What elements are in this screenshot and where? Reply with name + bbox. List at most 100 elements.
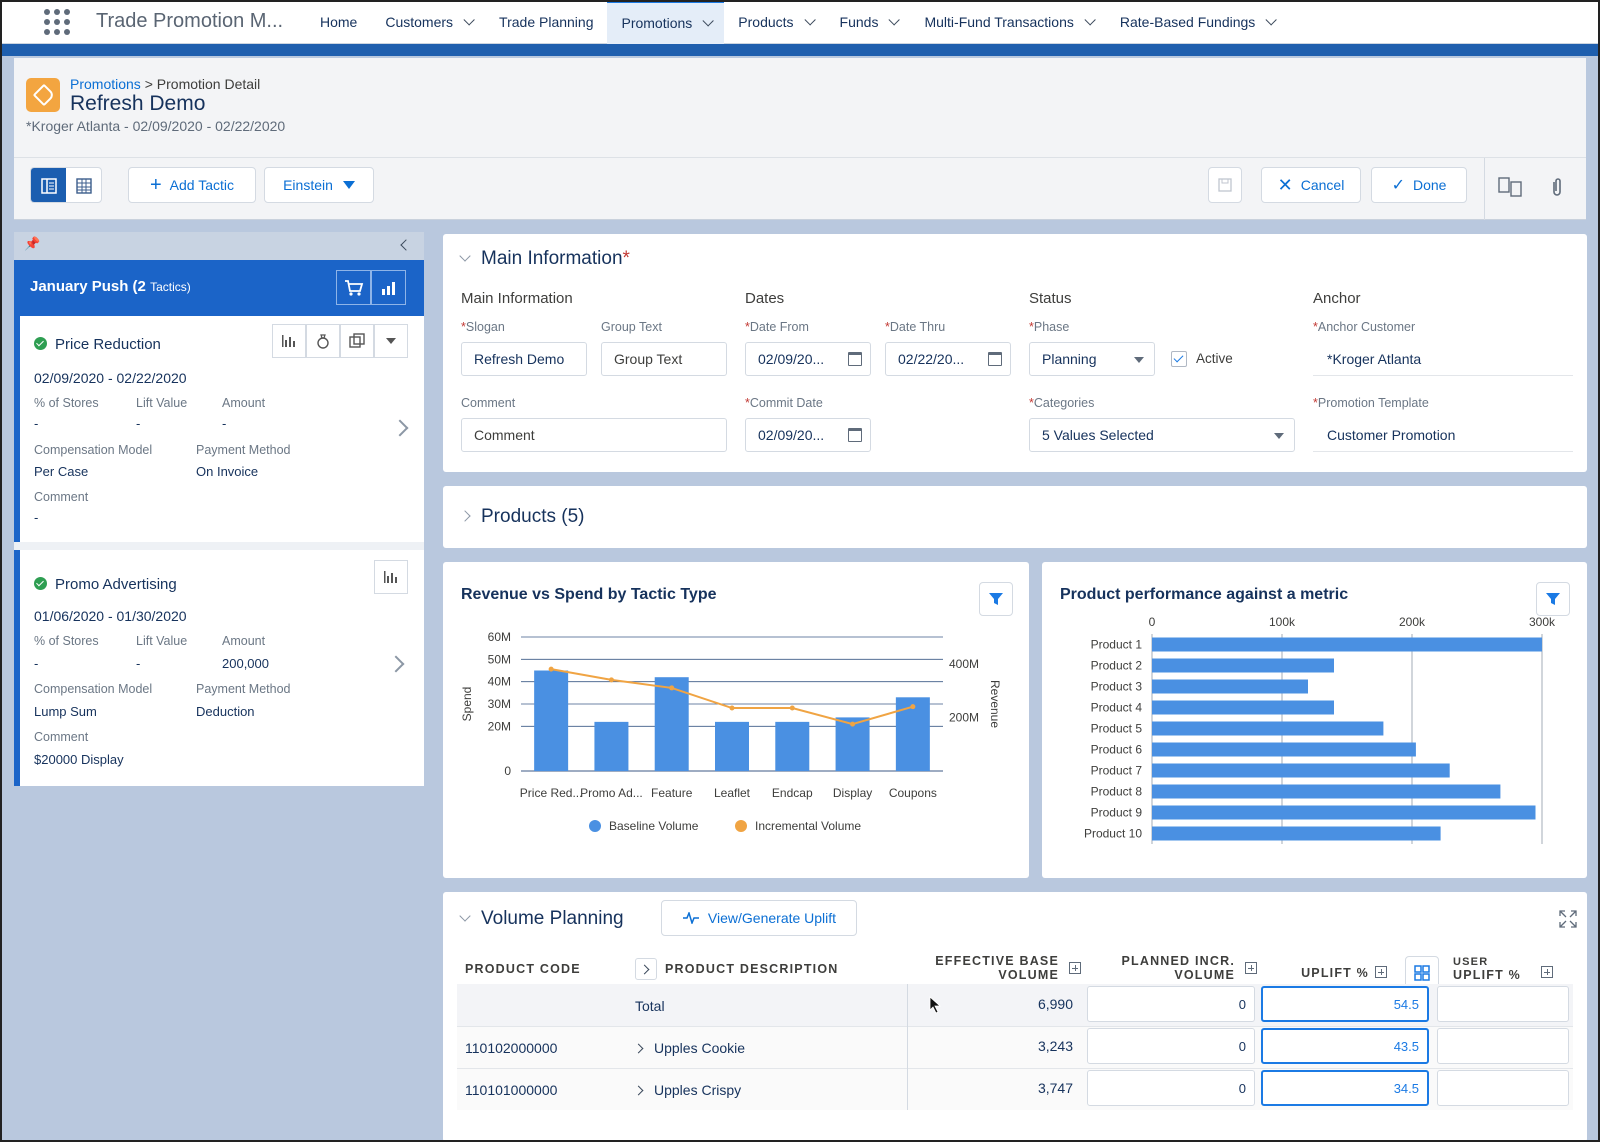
chevron-down-icon[interactable] xyxy=(1084,13,1096,26)
pin-icon[interactable]: 📌 xyxy=(24,236,41,251)
plus-box-icon[interactable] xyxy=(1375,966,1387,978)
active-checkbox[interactable] xyxy=(1171,351,1187,367)
x-tick-label: 300k xyxy=(1529,615,1556,629)
col-product-code[interactable]: PRODUCT CODE xyxy=(465,962,581,976)
chevron-right-icon[interactable] xyxy=(633,1085,644,1096)
chevron-down-icon[interactable] xyxy=(888,13,901,26)
nav-trade-planning[interactable]: Trade Planning xyxy=(499,13,594,30)
dropdown-icon[interactable] xyxy=(374,324,408,358)
row-description[interactable]: Upples Cookie xyxy=(633,1040,745,1056)
expand-icon[interactable] xyxy=(1559,910,1577,931)
slogan-input[interactable]: Refresh Demo xyxy=(461,342,587,376)
date-from-input[interactable]: 02/09/20... xyxy=(745,342,871,376)
nav-rate-based[interactable]: Rate-Based Fundings xyxy=(1106,0,1287,44)
chevron-down-icon[interactable] xyxy=(1265,13,1278,26)
row-user-uplift-input[interactable] xyxy=(1437,1028,1569,1064)
add-tactic-button[interactable]: + Add Tactic xyxy=(128,167,256,203)
save-button[interactable] xyxy=(1208,167,1242,203)
col-product-description[interactable]: PRODUCT DESCRIPTION xyxy=(665,962,839,976)
app-launcher-icon[interactable] xyxy=(42,7,72,37)
date-thru-input[interactable]: 02/22/20... xyxy=(885,342,1011,376)
row-incr-volume-input[interactable]: 0 xyxy=(1087,1028,1255,1064)
x-tick-label: Coupons xyxy=(889,786,937,800)
filter-icon[interactable] xyxy=(1536,582,1570,616)
col-user-uplift[interactable]: USER UPLIFT % xyxy=(1453,956,1521,982)
money-bag-icon[interactable] xyxy=(306,324,340,358)
y2-axis-label: Revenue xyxy=(988,680,1002,728)
plus-icon: + xyxy=(149,173,162,196)
chevron-down-icon[interactable] xyxy=(463,13,475,26)
plus-box-icon[interactable] xyxy=(1069,962,1081,974)
done-button[interactable]: ✓ Done xyxy=(1371,167,1467,203)
einstein-button[interactable]: Einstein xyxy=(264,167,374,203)
plus-box-icon[interactable] xyxy=(1245,962,1257,974)
group-main: Main Information xyxy=(461,290,573,307)
chevron-down-icon[interactable] xyxy=(702,15,715,27)
cancel-button[interactable]: ✕ Cancel xyxy=(1261,167,1361,203)
chevron-down-icon[interactable] xyxy=(804,13,816,26)
expand-all-button[interactable] xyxy=(635,958,657,980)
list-view-icon[interactable] xyxy=(31,168,66,202)
calendar-icon[interactable] xyxy=(848,352,862,366)
calendar-icon[interactable] xyxy=(848,428,862,442)
tactic-chart-icon[interactable] xyxy=(272,324,306,358)
nav-products[interactable]: Products xyxy=(724,0,825,44)
bar xyxy=(1152,721,1384,736)
products-toggle[interactable]: Products (5) xyxy=(459,506,584,528)
row-user-uplift-input[interactable] xyxy=(1437,1070,1569,1106)
view-generate-uplift-button[interactable]: View/Generate Uplift xyxy=(661,900,857,936)
legend-label: Baseline Volume xyxy=(609,819,699,833)
x-tick-label: 100k xyxy=(1269,615,1296,629)
bar xyxy=(1152,826,1441,841)
tactic-card[interactable]: Price Reduction 02/09/2020 - 02/22/2020 … xyxy=(14,316,424,542)
tactic-group-header[interactable]: January Push (2 Tactics) xyxy=(14,260,424,316)
categories-select[interactable]: 5 Values Selected xyxy=(1029,418,1295,452)
tactic-chart-icon[interactable] xyxy=(374,560,408,594)
copy-icon[interactable] xyxy=(340,324,374,358)
x-tick-label: Promo Ad... xyxy=(580,786,643,800)
row-uplift-input[interactable]: 34.5 xyxy=(1261,1070,1429,1106)
tactic-card[interactable]: Promo Advertising 01/06/2020 - 01/30/202… xyxy=(14,550,424,786)
check-circle-icon xyxy=(34,337,47,350)
caret-down-icon xyxy=(1134,357,1144,363)
chart-icon[interactable] xyxy=(371,270,406,305)
group-text-input[interactable]: Group Text xyxy=(601,342,727,376)
compare-icon[interactable] xyxy=(1498,176,1524,201)
y-axis-label: Spend xyxy=(460,687,474,722)
products-section[interactable]: Products (5) xyxy=(443,486,1587,548)
row-user-uplift-input[interactable] xyxy=(1437,986,1569,1022)
comment-input[interactable]: Comment xyxy=(461,418,727,452)
breadcrumb-promotions-link[interactable]: Promotions xyxy=(70,76,141,92)
comp-value: Lump Sum xyxy=(34,704,97,719)
volume-planning-toggle[interactable]: Volume Planning xyxy=(459,908,624,930)
check-icon: ✓ xyxy=(1391,177,1405,194)
nav-home[interactable]: Home xyxy=(320,13,358,30)
row-uplift-input[interactable]: 54.5 xyxy=(1261,986,1429,1022)
row-description[interactable]: Upples Crispy xyxy=(633,1082,741,1098)
lift-label: Lift Value xyxy=(136,634,188,648)
line-point xyxy=(729,705,735,711)
phase-select[interactable]: Planning xyxy=(1029,342,1155,376)
chevron-right-icon[interactable] xyxy=(387,655,405,673)
nav-funds[interactable]: Funds xyxy=(826,0,911,44)
chevron-right-icon[interactable] xyxy=(633,1043,644,1054)
commit-date-input[interactable]: 02/09/20... xyxy=(745,418,871,452)
collapse-icon[interactable] xyxy=(400,239,412,251)
col-effective-base-volume[interactable]: EFFECTIVE BASE VOLUME xyxy=(935,954,1059,982)
row-incr-volume-input[interactable]: 0 xyxy=(1087,1070,1255,1106)
cart-icon[interactable] xyxy=(336,270,371,305)
attachment-icon[interactable] xyxy=(1550,176,1564,201)
row-uplift-input[interactable]: 43.5 xyxy=(1261,1028,1429,1064)
col-uplift[interactable]: UPLIFT % xyxy=(1301,966,1369,980)
calendar-icon[interactable] xyxy=(988,352,1002,366)
row-incr-volume-input[interactable]: 0 xyxy=(1087,986,1255,1022)
grid-view-icon[interactable] xyxy=(66,168,101,202)
chevron-right-icon[interactable] xyxy=(391,419,409,437)
nav-promotions[interactable]: Promotions xyxy=(607,0,725,44)
plus-box-icon[interactable] xyxy=(1541,966,1553,978)
nav-multi-fund[interactable]: Multi-Fund Transactions xyxy=(910,0,1105,44)
filter-icon[interactable] xyxy=(979,582,1013,616)
nav-customers[interactable]: Customers xyxy=(371,0,485,44)
col-planned-incr-volume[interactable]: PLANNED INCR. VOLUME xyxy=(1121,954,1235,982)
main-info-toggle[interactable]: Main Information* xyxy=(459,248,630,270)
